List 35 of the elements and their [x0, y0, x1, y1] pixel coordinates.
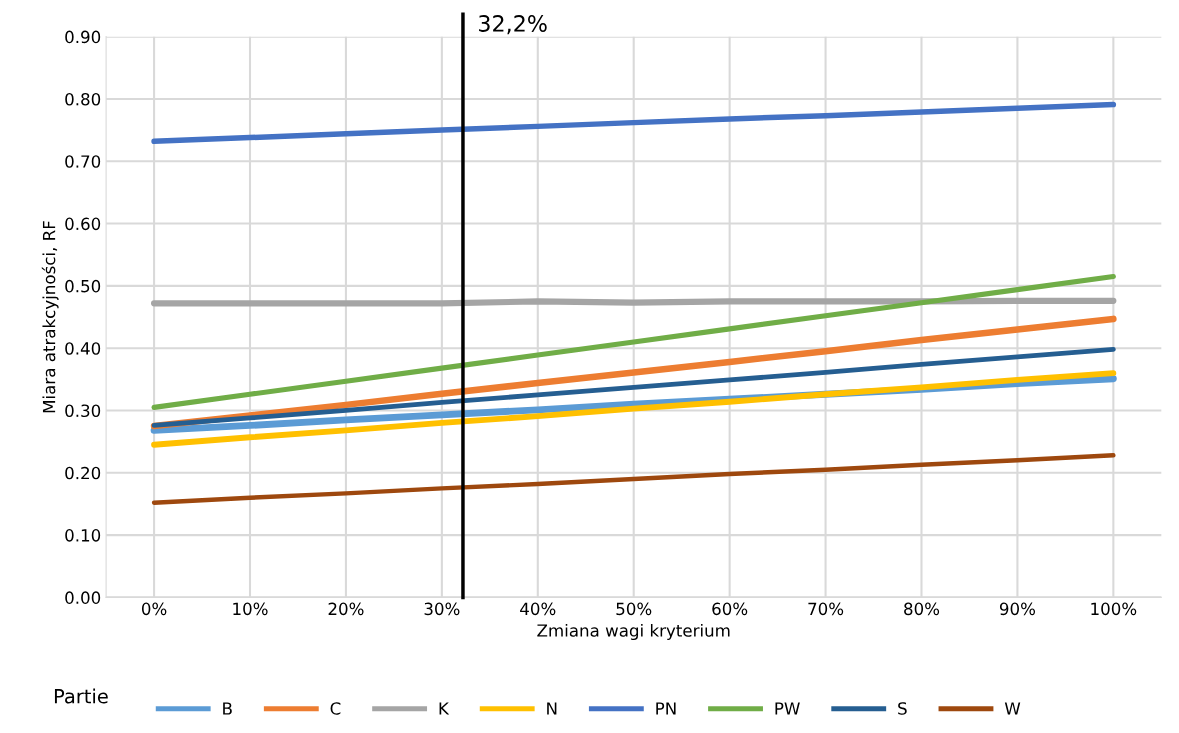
- legend-label: B: [223, 702, 232, 715]
- legend-label: PW: [775, 702, 800, 715]
- x-tick-label: 60%: [712, 602, 748, 616]
- x-tick-label: 40%: [520, 602, 556, 616]
- y-tick-label: 0.90: [65, 30, 101, 44]
- legend-label: K: [439, 702, 450, 715]
- line-series: [151, 347, 1116, 428]
- legend-label: PN: [656, 702, 676, 715]
- legend-label: C: [330, 702, 341, 715]
- x-tick-label: 100%: [1091, 602, 1137, 616]
- y-tick-label: 0.00: [65, 591, 101, 604]
- x-tick-label: 90%: [999, 602, 1036, 616]
- x-tick-label: 80%: [904, 602, 940, 616]
- x-tick-label: 30%: [424, 602, 460, 616]
- x-tick-label: 10%: [233, 602, 268, 616]
- y-tick-label: 0.80: [65, 92, 101, 106]
- legend-label: W: [1004, 702, 1021, 715]
- line-series: [151, 453, 1116, 505]
- x-tick-label: 20%: [328, 602, 364, 616]
- legend-label: S: [898, 702, 907, 715]
- y-tick-label: 0.30: [65, 404, 101, 418]
- x-axis-title: Zmiana wagi kryterium: [537, 623, 730, 641]
- y-tick-label: 0.50: [65, 279, 101, 293]
- x-tick-label: 0%: [141, 602, 167, 616]
- legend-label: N: [547, 702, 557, 715]
- y-tick-label: 0.20: [65, 466, 101, 480]
- y-tick-label: 0.60: [65, 217, 101, 231]
- x-tick-label: 70%: [808, 602, 844, 616]
- y-tick-label: 0.40: [65, 342, 101, 355]
- legend-title: Partie: [54, 688, 108, 704]
- y-tick-label: 0.10: [65, 529, 101, 542]
- x-tick-label: 50%: [616, 602, 652, 616]
- y-tick-label: 0.70: [65, 155, 101, 168]
- ref-line-label: 32,2%: [479, 15, 547, 35]
- y-axis-title: Miara atrakcyjności, RF: [41, 221, 59, 413]
